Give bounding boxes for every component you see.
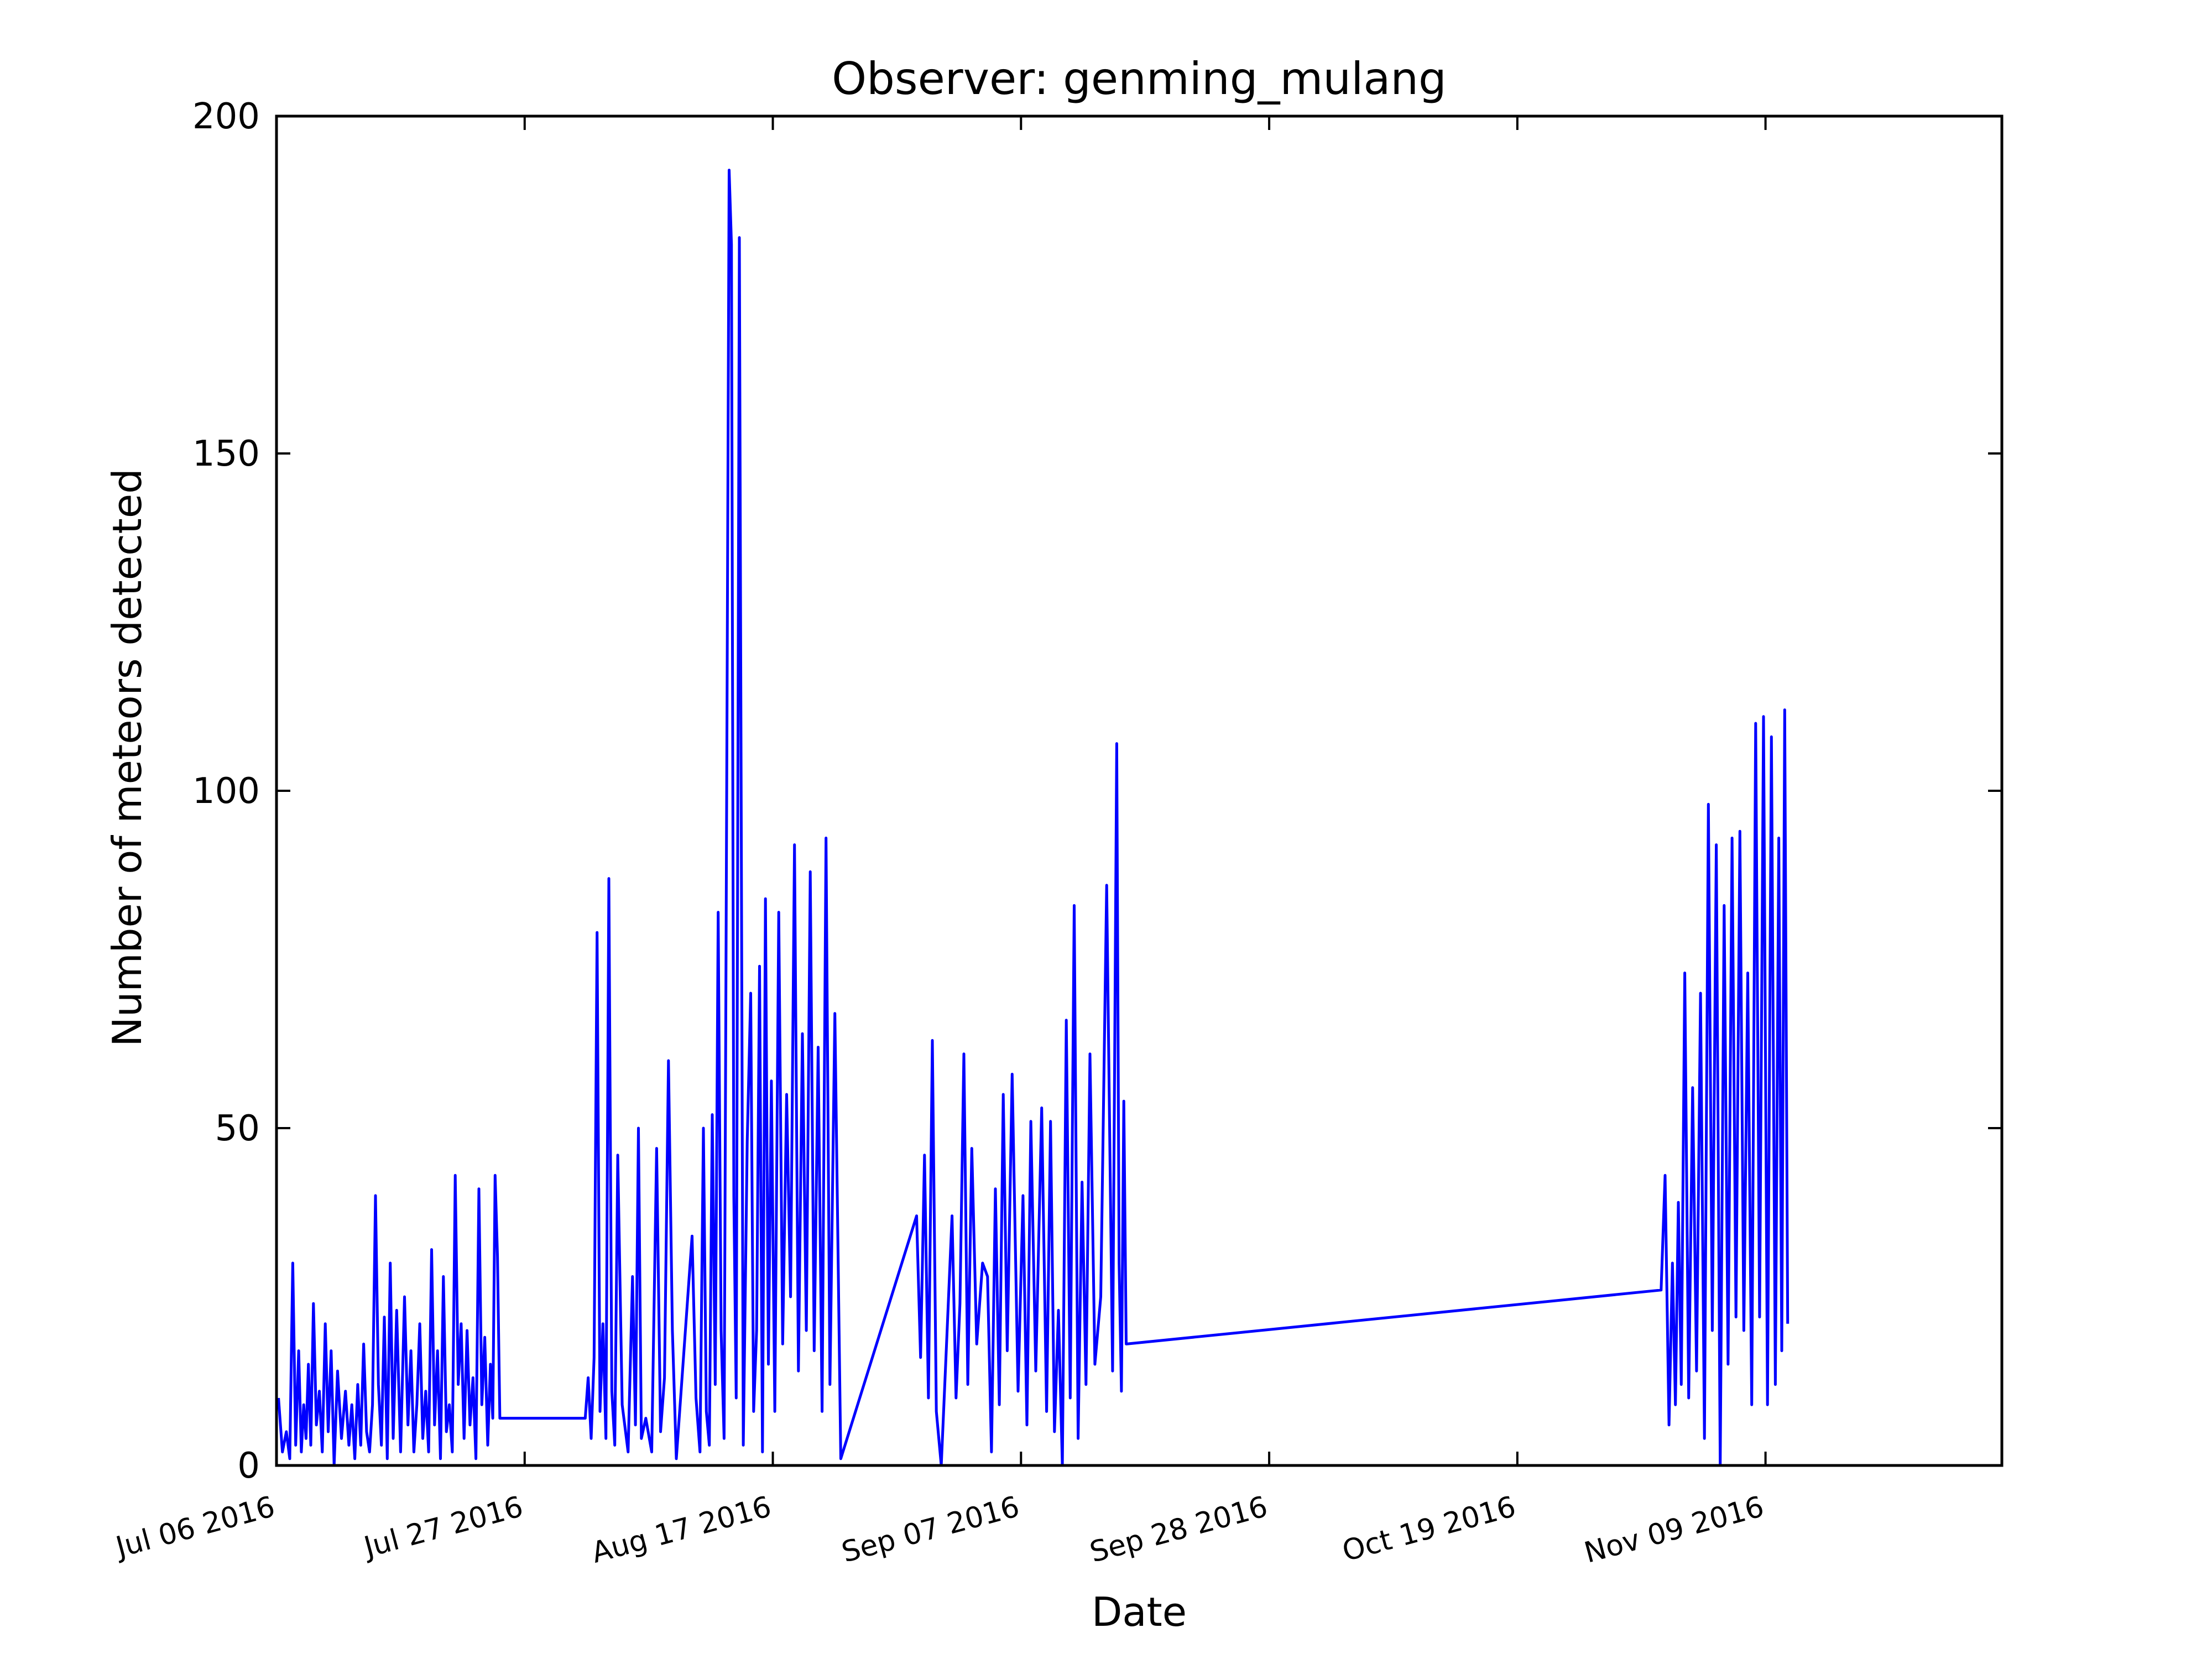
y-tick-label-0: 0 bbox=[237, 1446, 260, 1486]
series-layer bbox=[277, 169, 1790, 1467]
y-tick-label-50: 50 bbox=[215, 1108, 260, 1149]
series-line-0 bbox=[277, 169, 1790, 1467]
y-ticks: 0 50 100 150 200 bbox=[192, 96, 2002, 1486]
y-tick-label-150: 150 bbox=[192, 434, 260, 474]
x-axis-label: Date bbox=[1092, 1589, 1187, 1635]
y-tick-label-100: 100 bbox=[192, 771, 260, 812]
y-tick-label-200: 200 bbox=[192, 96, 260, 137]
plot-frame bbox=[275, 114, 2004, 1467]
y-axis-label: Number of meteors detected bbox=[104, 468, 150, 1047]
chart-title: Observer: genming_mulang bbox=[832, 53, 1447, 105]
